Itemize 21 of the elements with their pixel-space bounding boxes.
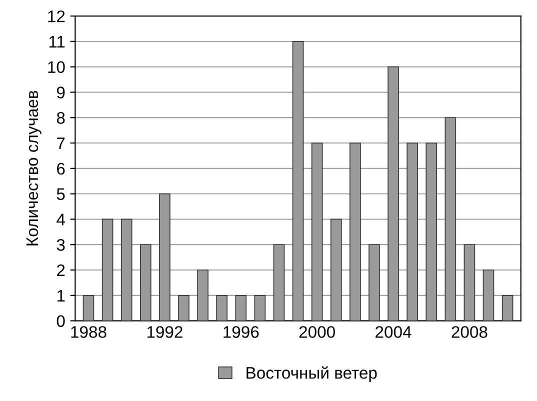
y-tick-label: 12 bbox=[48, 10, 65, 22]
x-tick-label: 2000 bbox=[299, 326, 335, 338]
y-tick-label: 5 bbox=[56, 188, 65, 200]
y-tick-label: 0 bbox=[56, 315, 65, 328]
y-tick-label: 4 bbox=[56, 214, 65, 226]
y-tick-label: 1 bbox=[57, 290, 65, 302]
y-tick-label: 11 bbox=[49, 36, 65, 48]
x-tick-label: 2008 bbox=[452, 326, 488, 338]
x-tick-label: 1996 bbox=[224, 326, 259, 338]
y-tick-label: 6 bbox=[57, 162, 65, 175]
y-tick-label: 2 bbox=[57, 264, 65, 276]
legend-label: Восточный ветер bbox=[246, 366, 377, 382]
y-tick-label: 10 bbox=[48, 61, 65, 74]
y-tick-label: 9 bbox=[56, 86, 65, 98]
y-tick-label: 3 bbox=[56, 239, 65, 251]
x-tick-label: 2004 bbox=[376, 326, 412, 338]
y-tick-label: 7 bbox=[57, 138, 65, 150]
y-tick-label: 8 bbox=[56, 112, 65, 124]
x-tick-label: 1992 bbox=[147, 326, 182, 338]
x-tick-label: 1988 bbox=[71, 326, 106, 338]
y-axis-title: Количество случаев bbox=[26, 90, 42, 246]
